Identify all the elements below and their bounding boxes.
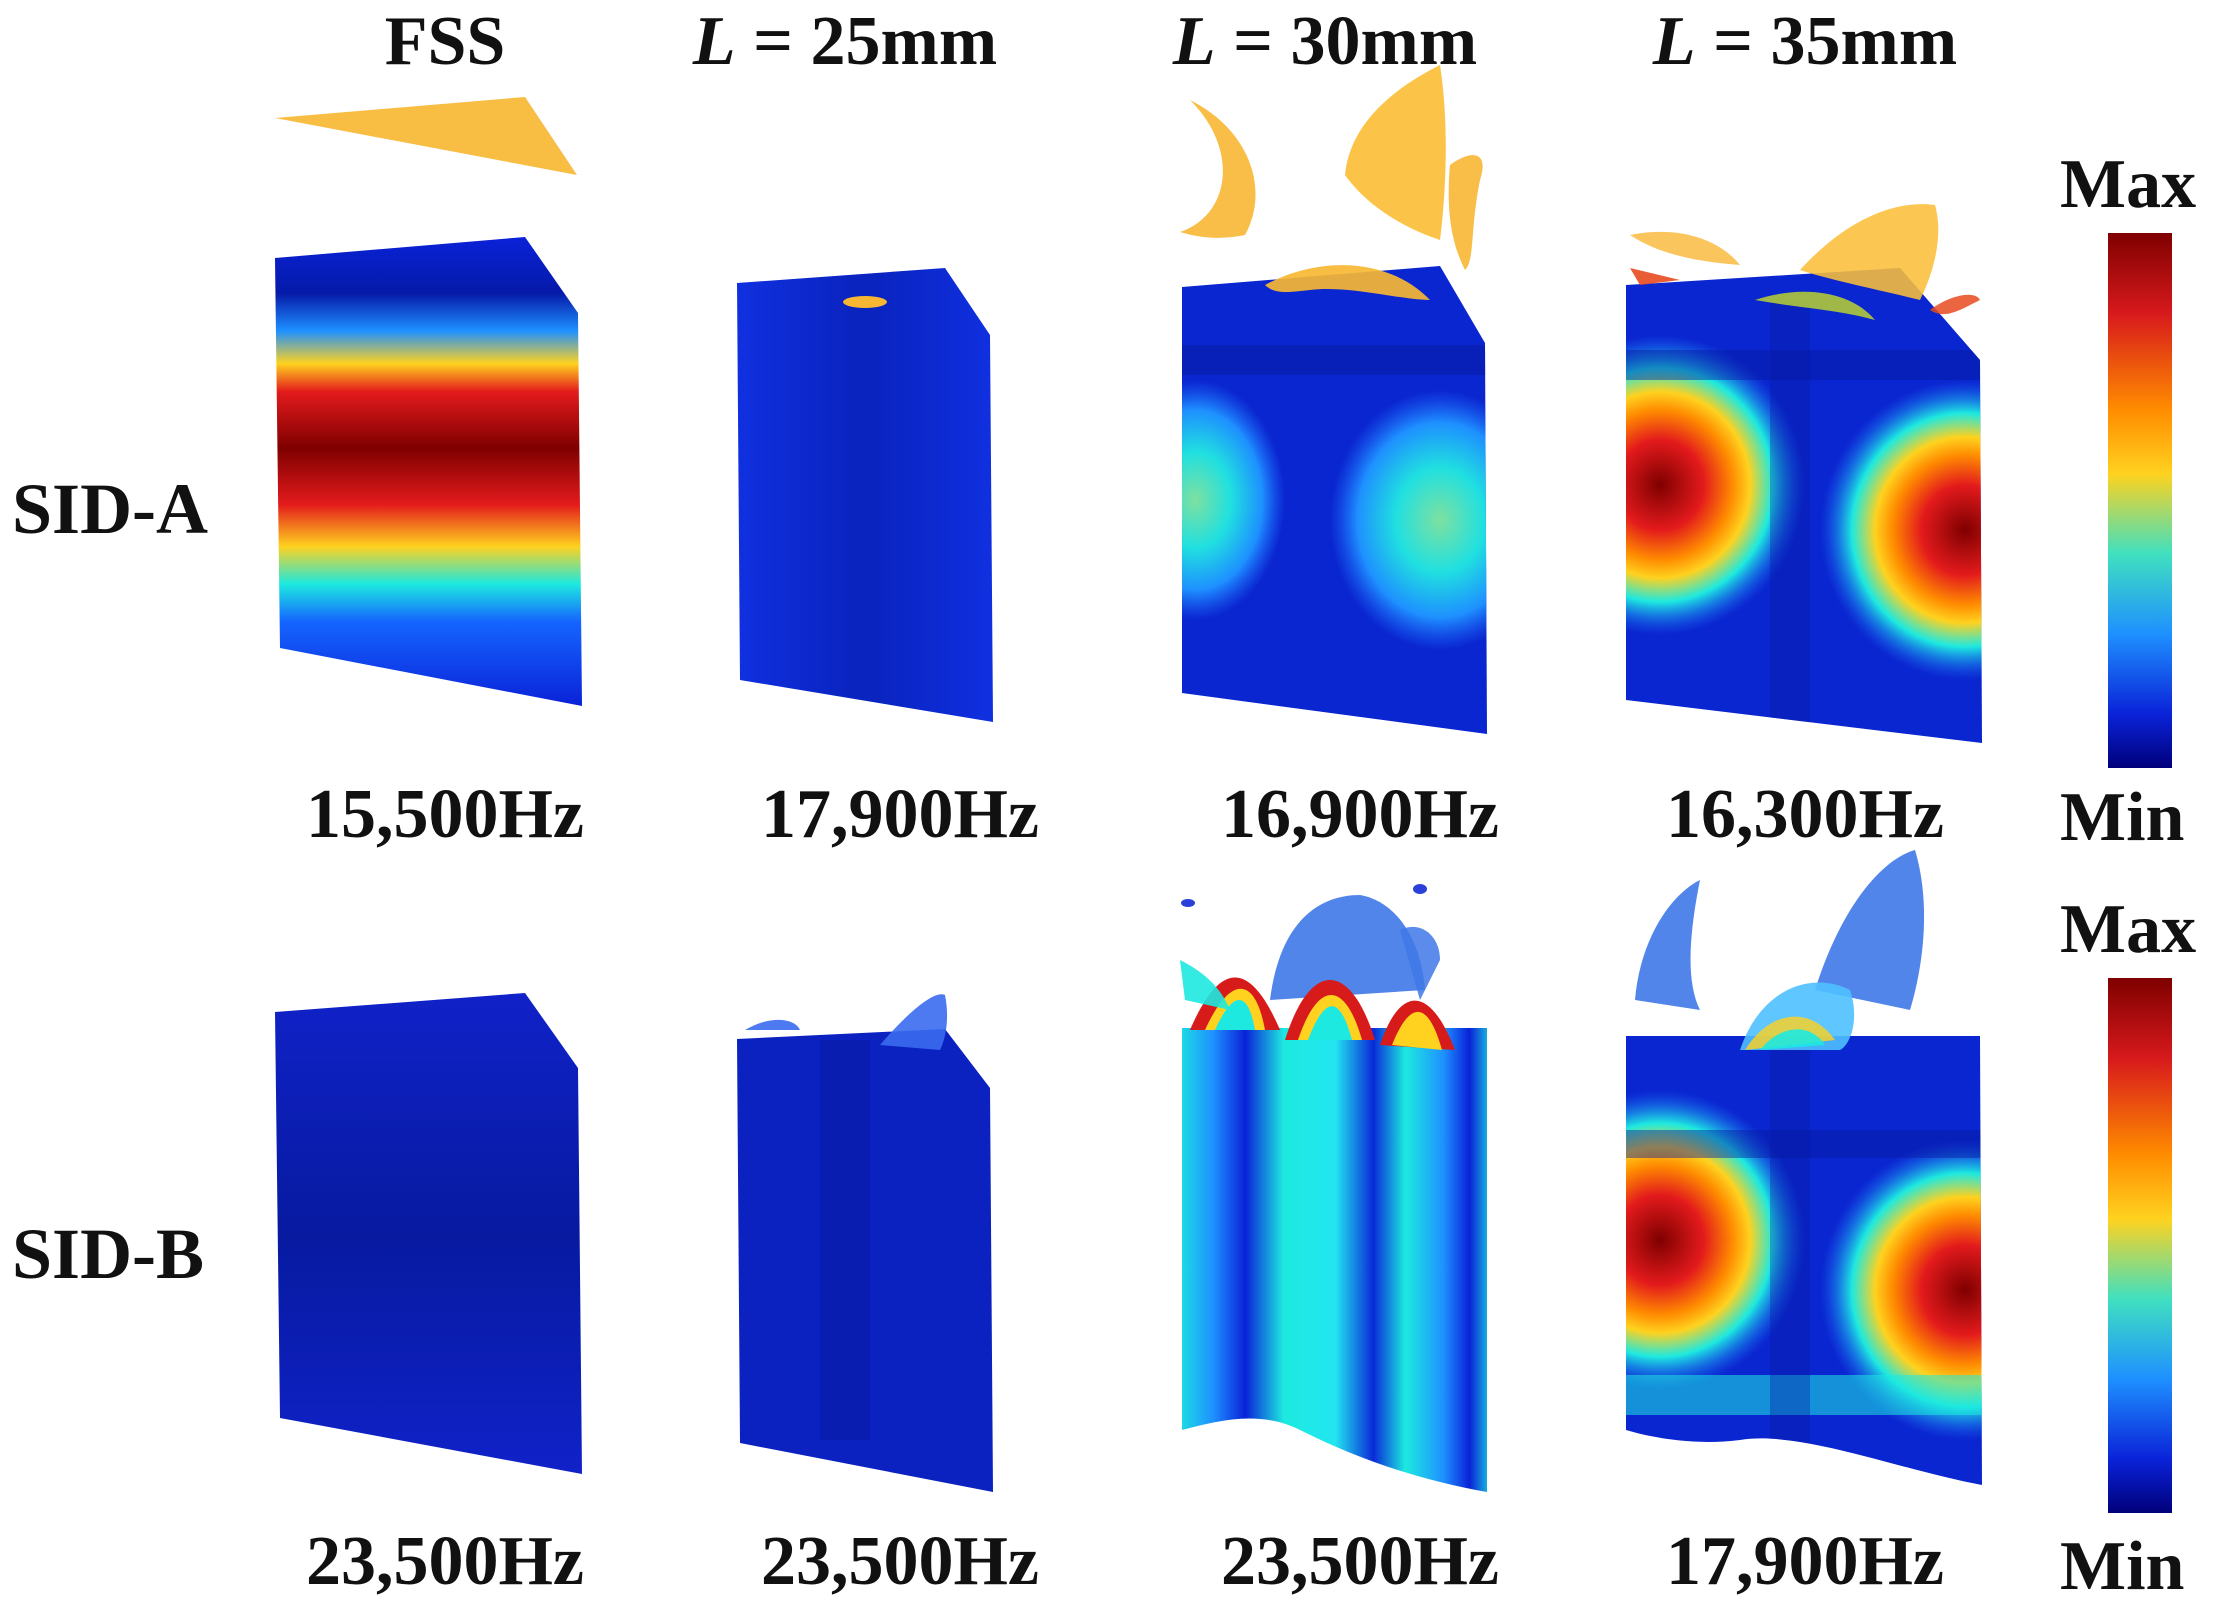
row-label-sid-a: SID-A (12, 469, 209, 549)
isosurface (275, 97, 577, 175)
isosurface (880, 994, 948, 1050)
panel-sid-a-l35 (1626, 204, 1982, 743)
panel-sid-a-fss (275, 97, 582, 706)
frequency-label: 16,300Hz (1665, 776, 1945, 853)
colorbar-max-label: Max (2060, 146, 2197, 223)
frequency-label: 23,500Hz (760, 1523, 1040, 1600)
field-plate (737, 268, 993, 722)
row-label-sid-b: SID-B (12, 1214, 205, 1294)
length-value: = 35mm (1695, 3, 1958, 80)
length-variable: L (692, 3, 736, 80)
panel-sid-b-fss (275, 993, 582, 1474)
frequency-label: 15,500Hz (305, 776, 585, 853)
length-value: = 25mm (735, 3, 998, 80)
field-plate (275, 993, 582, 1474)
isosurface (1180, 960, 1230, 1010)
isosurface (1392, 1011, 1442, 1050)
isosurface (1181, 899, 1195, 907)
panel-sid-a-l30 (1180, 65, 1487, 734)
panel-sid-b-l25 (737, 994, 993, 1492)
panel-sid-b-l30 (1180, 884, 1487, 1492)
isosurface (1400, 926, 1440, 1000)
isosurface (1215, 1000, 1255, 1030)
isosurface (1180, 100, 1256, 238)
isosurface (1345, 65, 1446, 240)
isosurface (1630, 231, 1740, 265)
isosurface (1815, 850, 1925, 1010)
colorbar-max-label: Max (2060, 891, 2197, 968)
column-header-l25: L = 25mm (605, 2, 1085, 82)
frequency-label: 23,500Hz (1220, 1523, 1500, 1600)
frequency-label: 17,900Hz (760, 776, 1040, 853)
column-header-fss: FSS (384, 3, 506, 80)
isosurface (745, 1019, 800, 1030)
isosurface (1270, 895, 1425, 1000)
length-variable: L (1172, 3, 1216, 80)
colorbar-a (2108, 233, 2172, 768)
colorbar-b (2108, 978, 2172, 1513)
isosurface (1308, 1006, 1352, 1040)
isosurface (1630, 268, 1680, 285)
field-plate (275, 237, 582, 706)
isosurface (1930, 294, 1980, 315)
isosurface (1635, 880, 1700, 1010)
isosurface (1265, 265, 1430, 300)
frequency-label: 23,500Hz (305, 1523, 585, 1600)
isosurface (1755, 291, 1875, 320)
frequency-label: 16,900Hz (1220, 776, 1500, 853)
isosurface (1413, 884, 1427, 894)
column-header-l35: L = 35mm (1565, 2, 2045, 82)
panel-sid-b-l35 (1626, 850, 1982, 1485)
panel-sid-a-l25 (737, 268, 993, 722)
isosurface (1448, 155, 1483, 270)
isosurface (1800, 204, 1939, 300)
frequency-label: 17,900Hz (1665, 1523, 1945, 1600)
isosurface (1760, 1029, 1825, 1050)
length-variable: L (1652, 3, 1696, 80)
colorbar-min-label: Min (2060, 1528, 2185, 1605)
isosurface (843, 296, 887, 308)
colorbar-min-label: Min (2060, 779, 2185, 856)
